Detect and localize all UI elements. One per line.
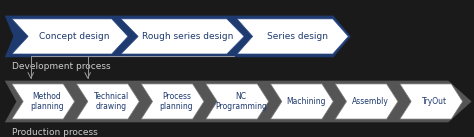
Text: Concept design: Concept design: [39, 32, 110, 41]
Polygon shape: [141, 84, 204, 119]
Polygon shape: [237, 19, 348, 54]
Text: Method
planning: Method planning: [30, 92, 64, 111]
Polygon shape: [5, 81, 472, 122]
Polygon shape: [12, 19, 128, 54]
Polygon shape: [12, 84, 74, 119]
Polygon shape: [271, 84, 333, 119]
Polygon shape: [5, 16, 351, 57]
Text: Process
planning: Process planning: [160, 92, 193, 111]
Text: Development process: Development process: [12, 62, 110, 72]
Text: Machining: Machining: [286, 97, 326, 106]
Text: TryOut: TryOut: [422, 97, 447, 106]
Text: NC
Programming: NC Programming: [215, 92, 267, 111]
Polygon shape: [121, 19, 244, 54]
Polygon shape: [76, 84, 139, 119]
Text: Production process: Production process: [12, 128, 98, 136]
Text: Series design: Series design: [267, 32, 328, 41]
Text: Rough series design: Rough series design: [142, 32, 233, 41]
Polygon shape: [400, 84, 463, 119]
Text: Technical
drawing: Technical drawing: [94, 92, 129, 111]
Polygon shape: [335, 84, 398, 119]
Polygon shape: [206, 84, 269, 119]
Text: Assembly: Assembly: [352, 97, 389, 106]
